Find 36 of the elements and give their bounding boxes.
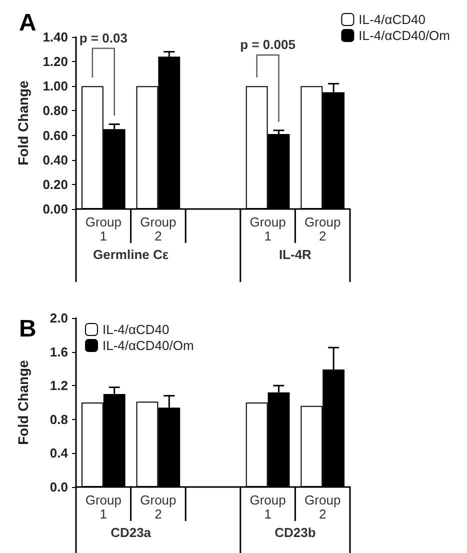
- x-tick-label: Group 1: [85, 492, 122, 522]
- y-axis-title: Fold Change: [15, 360, 31, 445]
- text: Germline Cε: [93, 247, 169, 262]
- legend-label: IL-4/αCD40: [358, 12, 426, 27]
- y-tick-label: 0.60: [42, 128, 68, 143]
- y-tick-label: 0.8: [50, 412, 68, 427]
- x-tick-label: Group 1: [85, 214, 122, 244]
- annotation: p = 0.03: [79, 30, 128, 46]
- y-tick-label: 0.40: [42, 152, 68, 168]
- text: CD23a: [110, 525, 152, 540]
- x-tick-label: Group 2: [140, 492, 176, 522]
- x-tick-label: Group 2: [140, 214, 176, 244]
- x-tick-label: Group 2: [304, 214, 341, 244]
- y-tick-label: 1.20: [42, 54, 68, 70]
- x-tick-label: Group 2: [304, 492, 341, 522]
- y-tick-label: 0.4: [50, 446, 69, 461]
- y-tick-label: 1.2: [50, 378, 68, 394]
- legend-label: IL-4/αCD40/Om: [358, 28, 450, 43]
- y-tick-label: 0.0: [50, 480, 68, 494]
- annotation: p = 0.005: [240, 37, 296, 52]
- y-tick-label: 1.00: [42, 78, 68, 94]
- y-tick-label: 1.40: [42, 30, 68, 44]
- x-tick-label: Group 1: [250, 214, 286, 244]
- y-tick-label: 0.00: [42, 202, 68, 216]
- y-tick-label: 1.6: [50, 344, 68, 360]
- text: IL-4R: [278, 247, 312, 262]
- chart-title: B: [19, 316, 36, 342]
- y-tick-label: 0.80: [42, 103, 68, 118]
- chart-title: A: [19, 10, 36, 36]
- x-tick-label: Group 1: [250, 492, 286, 522]
- y-tick-label: 2.0: [50, 310, 68, 326]
- text: CD23b: [274, 525, 316, 540]
- y-axis-title: Fold Change: [15, 80, 31, 166]
- legend-label: IL-4/αCD40: [102, 322, 170, 337]
- legend-label: IL-4/αCD40/Om: [102, 338, 194, 353]
- y-tick-label: 0.20: [42, 176, 68, 192]
